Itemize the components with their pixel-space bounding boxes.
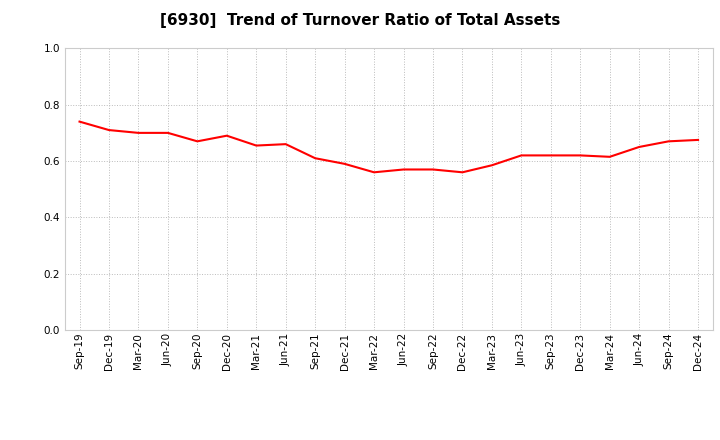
Text: [6930]  Trend of Turnover Ratio of Total Assets: [6930] Trend of Turnover Ratio of Total … bbox=[160, 13, 560, 28]
